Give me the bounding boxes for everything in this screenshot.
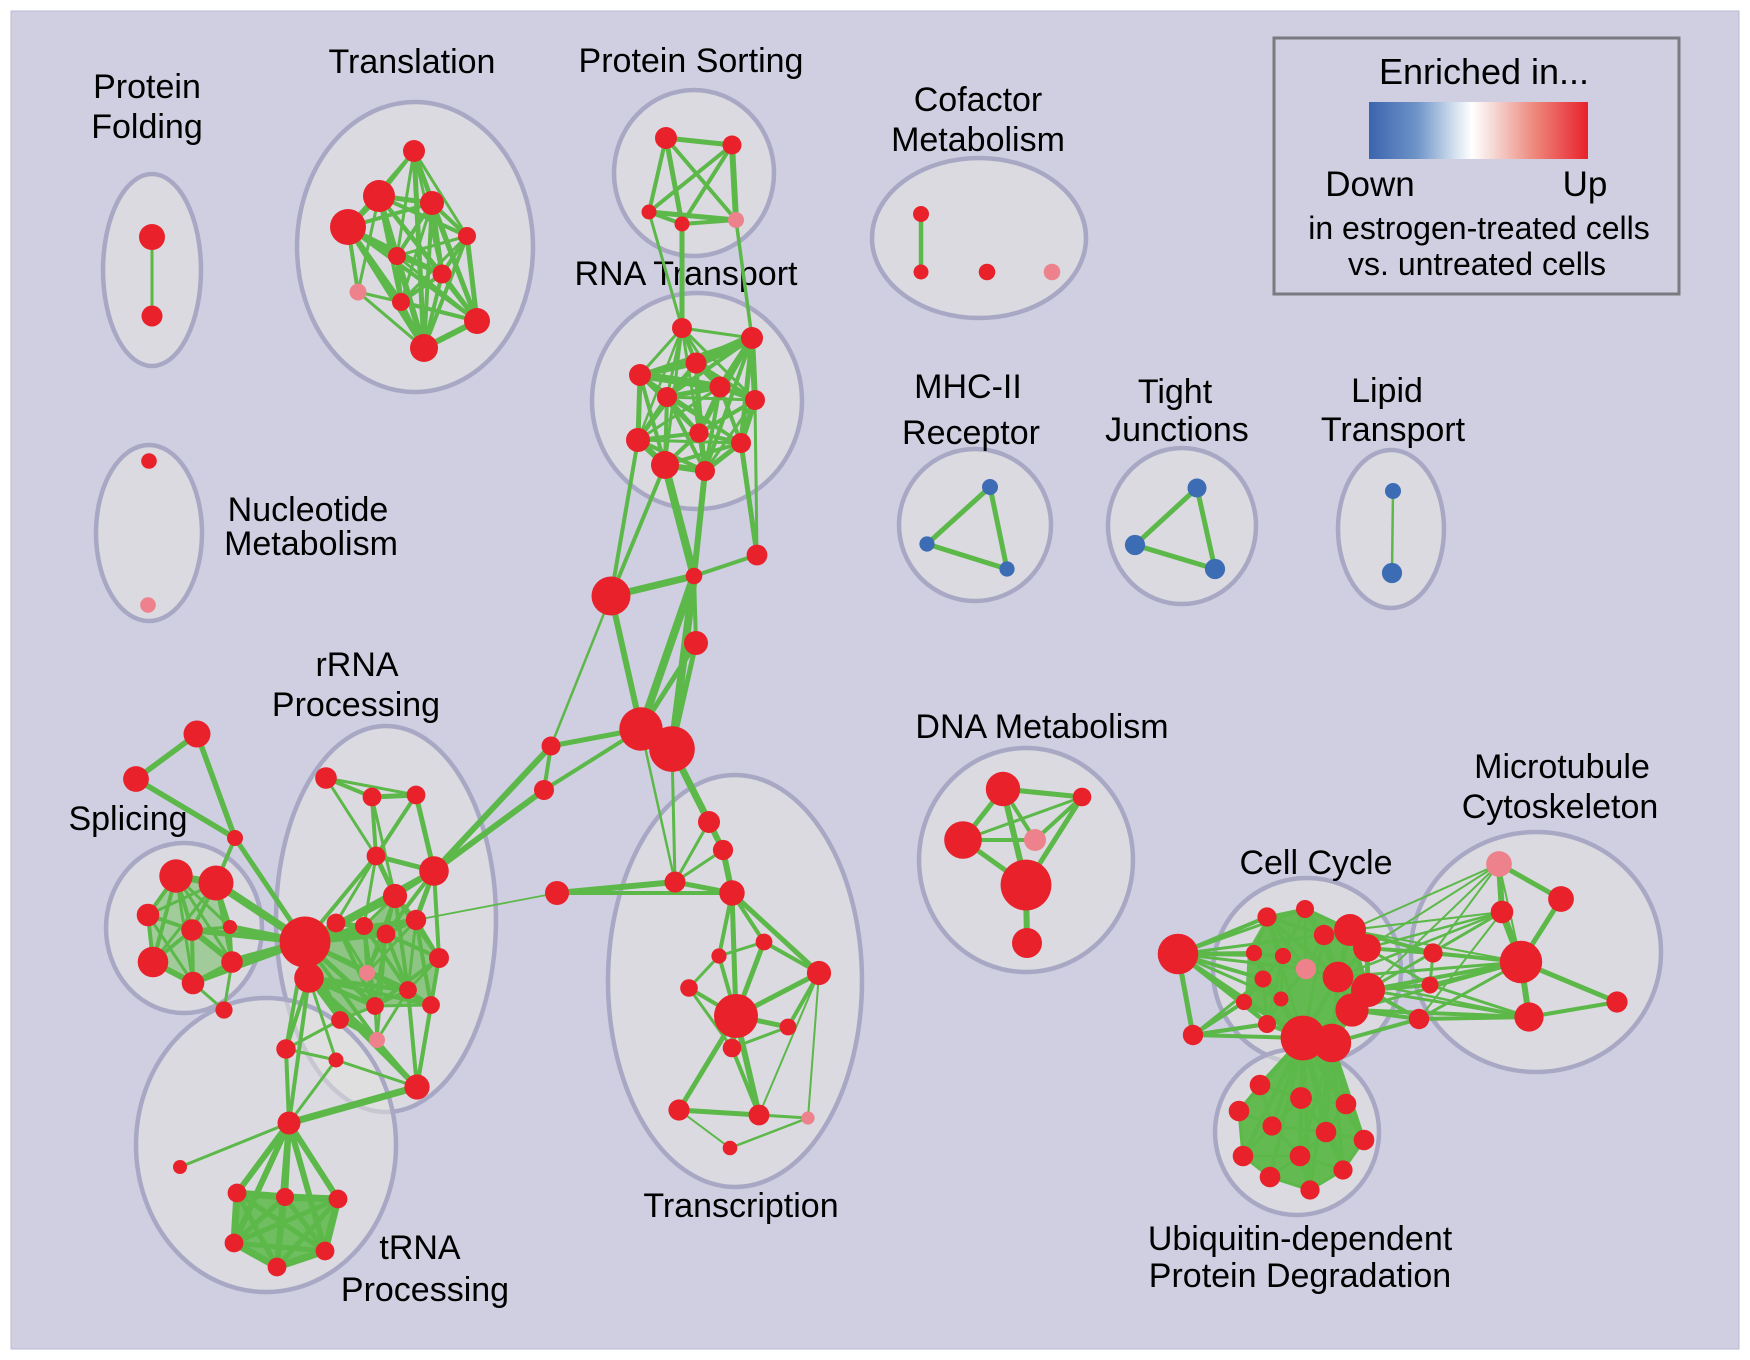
svg-text:RNA Transport: RNA Transport bbox=[575, 255, 799, 293]
svg-text:rRNA: rRNA bbox=[315, 646, 398, 684]
svg-text:Protein: Protein bbox=[93, 68, 201, 106]
svg-text:Tight: Tight bbox=[1138, 373, 1213, 411]
svg-text:tRNA: tRNA bbox=[379, 1229, 461, 1267]
svg-text:Metabolism: Metabolism bbox=[224, 525, 398, 563]
svg-text:Receptor: Receptor bbox=[902, 414, 1040, 452]
svg-text:Translation: Translation bbox=[329, 43, 496, 81]
svg-text:Junctions: Junctions bbox=[1105, 411, 1249, 449]
svg-text:vs. untreated cells: vs. untreated cells bbox=[1348, 246, 1606, 282]
svg-text:MHC-II: MHC-II bbox=[914, 368, 1022, 406]
svg-text:Enriched in...: Enriched in... bbox=[1379, 51, 1589, 92]
svg-text:Cell Cycle: Cell Cycle bbox=[1239, 844, 1392, 882]
svg-text:Cofactor: Cofactor bbox=[914, 81, 1043, 119]
svg-text:Transport: Transport bbox=[1321, 411, 1466, 449]
svg-text:Lipid: Lipid bbox=[1351, 372, 1423, 410]
svg-text:Processing: Processing bbox=[272, 686, 440, 724]
svg-text:Cytoskeleton: Cytoskeleton bbox=[1462, 788, 1659, 826]
svg-text:Metabolism: Metabolism bbox=[891, 121, 1065, 159]
svg-text:Protein Sorting: Protein Sorting bbox=[579, 42, 804, 80]
svg-text:Protein Degradation: Protein Degradation bbox=[1149, 1257, 1451, 1295]
svg-text:Microtubule: Microtubule bbox=[1474, 748, 1650, 786]
svg-text:in estrogen-treated cells: in estrogen-treated cells bbox=[1308, 210, 1650, 246]
svg-text:DNA Metabolism: DNA Metabolism bbox=[915, 708, 1168, 746]
svg-text:Transcription: Transcription bbox=[643, 1187, 838, 1225]
svg-text:Folding: Folding bbox=[91, 108, 203, 146]
svg-text:Processing: Processing bbox=[341, 1271, 509, 1309]
svg-text:Down: Down bbox=[1325, 165, 1414, 204]
svg-text:Nucleotide: Nucleotide bbox=[228, 491, 389, 529]
svg-text:Splicing: Splicing bbox=[68, 800, 187, 838]
svg-text:Ubiquitin-dependent: Ubiquitin-dependent bbox=[1148, 1220, 1453, 1258]
svg-text:Up: Up bbox=[1563, 165, 1608, 204]
